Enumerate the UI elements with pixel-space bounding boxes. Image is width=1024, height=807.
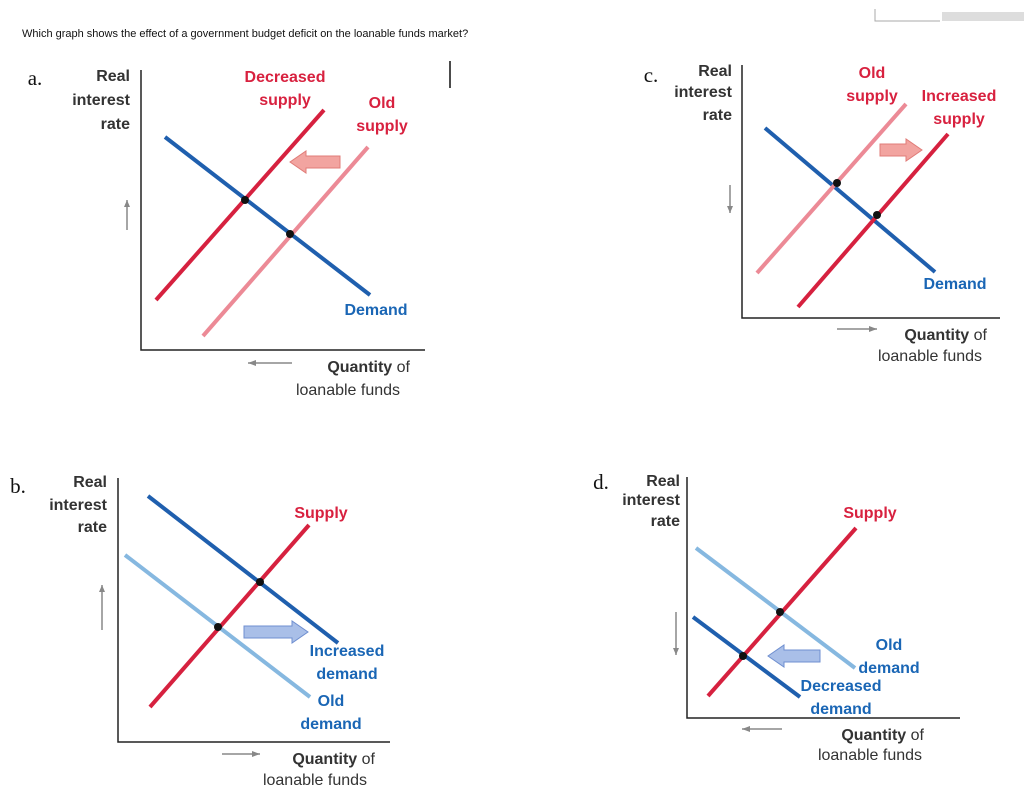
curve-label: supply bbox=[933, 111, 985, 128]
y-axis-label: Real bbox=[698, 63, 732, 80]
x-axis-label-of: of bbox=[362, 751, 376, 768]
y-axis-label: Real bbox=[646, 473, 680, 490]
panel-letter: c. bbox=[644, 63, 659, 87]
panel-letter: a. bbox=[28, 66, 43, 90]
curve-label: Old bbox=[876, 637, 903, 654]
axes bbox=[117, 478, 390, 743]
x-axis-label-of: of bbox=[911, 727, 925, 744]
y-axis-label: interest bbox=[674, 84, 732, 101]
rate-arrow-head bbox=[727, 206, 733, 213]
x-axis-label: Quantity of bbox=[292, 751, 375, 768]
curve-label: Decreased bbox=[801, 678, 882, 695]
curve bbox=[154, 108, 326, 302]
rate-arrow-head bbox=[124, 200, 130, 207]
panel: a. Real interest rate Decreased supply Old supp… bbox=[28, 66, 425, 399]
equilibrium-point bbox=[214, 623, 222, 631]
curve-label: Old bbox=[859, 65, 886, 82]
x-axis-label: Quantity of bbox=[327, 359, 410, 376]
x-axis-label: Quantity of bbox=[841, 727, 924, 744]
panel-letter: d. bbox=[593, 470, 609, 494]
curve-label: Demand bbox=[344, 302, 407, 319]
x-axis-label: loanable funds bbox=[263, 772, 367, 789]
equilibrium-point bbox=[833, 179, 841, 187]
curve-label: Old bbox=[318, 693, 345, 710]
shift-arrow bbox=[879, 138, 923, 162]
curve-label: demand bbox=[316, 666, 377, 683]
curve bbox=[755, 102, 908, 275]
curve-label: Decreased bbox=[245, 69, 326, 86]
quantity-arrow-head bbox=[248, 360, 256, 366]
curve-label: demand bbox=[300, 716, 361, 733]
curve bbox=[694, 546, 857, 670]
equilibrium-point bbox=[241, 196, 249, 204]
curve-label: supply bbox=[846, 88, 898, 105]
y-axis-label: rate bbox=[651, 513, 680, 530]
curve-label: demand bbox=[810, 701, 871, 718]
curve-label: Increased bbox=[922, 88, 997, 105]
equilibrium-point bbox=[873, 211, 881, 219]
x-axis-label: loanable funds bbox=[878, 348, 982, 365]
curve-label: Increased bbox=[310, 643, 385, 660]
panel-letter: b. bbox=[10, 474, 26, 498]
equilibrium-point bbox=[286, 230, 294, 238]
equilibrium-point bbox=[776, 608, 784, 616]
y-axis-label: interest bbox=[72, 92, 130, 109]
equilibrium-point bbox=[739, 652, 747, 660]
curve-label: Supply bbox=[843, 505, 896, 522]
y-axis-label: rate bbox=[703, 107, 732, 124]
x-axis-label-bold: Quantity bbox=[841, 727, 906, 744]
y-axis-label: rate bbox=[78, 519, 107, 536]
quantity-arrow-head bbox=[252, 751, 260, 757]
axes bbox=[741, 65, 1000, 319]
x-axis-label: Quantity of bbox=[904, 327, 987, 344]
y-axis-label: interest bbox=[49, 497, 107, 514]
quantity-arrow-head bbox=[742, 726, 750, 732]
x-axis-label: loanable funds bbox=[818, 747, 922, 764]
curve bbox=[796, 132, 950, 309]
y-axis-label: interest bbox=[622, 492, 680, 509]
rate-arrow-head bbox=[99, 585, 105, 592]
y-axis-label: Real bbox=[73, 474, 107, 491]
y-axis-label: rate bbox=[101, 116, 130, 133]
curve-label: supply bbox=[356, 118, 408, 135]
y-axis-label: Real bbox=[96, 68, 130, 85]
curve-label: Supply bbox=[294, 505, 347, 522]
shift-arrow bbox=[243, 620, 309, 644]
shift-arrow bbox=[767, 644, 821, 668]
x-axis-label: loanable funds bbox=[296, 382, 400, 399]
scroll-bar bbox=[942, 12, 1024, 21]
rate-arrow-head bbox=[673, 648, 679, 655]
panel: c. Real interest rate Old supply Increased supp… bbox=[644, 63, 1000, 365]
axes bbox=[686, 477, 960, 719]
x-axis-label-of: of bbox=[397, 359, 411, 376]
curve-label: Old bbox=[369, 95, 396, 112]
curve-label: demand bbox=[858, 660, 919, 677]
x-axis-label-bold: Quantity bbox=[292, 751, 357, 768]
x-axis-label-of: of bbox=[974, 327, 988, 344]
curve bbox=[163, 135, 372, 297]
curve-label: Demand bbox=[923, 276, 986, 293]
curve bbox=[146, 494, 340, 645]
x-axis-label-bold: Quantity bbox=[327, 359, 392, 376]
shift-arrow bbox=[289, 150, 341, 174]
curve bbox=[148, 523, 311, 709]
axes bbox=[140, 70, 425, 351]
question: Which graph shows the effect of a govern… bbox=[22, 28, 468, 40]
panel: b. Real interest rate Supply Increased demand O… bbox=[10, 474, 390, 789]
x-axis-label-bold: Quantity bbox=[904, 327, 969, 344]
curve bbox=[201, 145, 370, 338]
equilibrium-point bbox=[256, 578, 264, 586]
curve-label: supply bbox=[259, 92, 311, 109]
quantity-arrow-head bbox=[869, 326, 877, 332]
curve bbox=[763, 126, 937, 274]
input-box bbox=[874, 9, 940, 22]
